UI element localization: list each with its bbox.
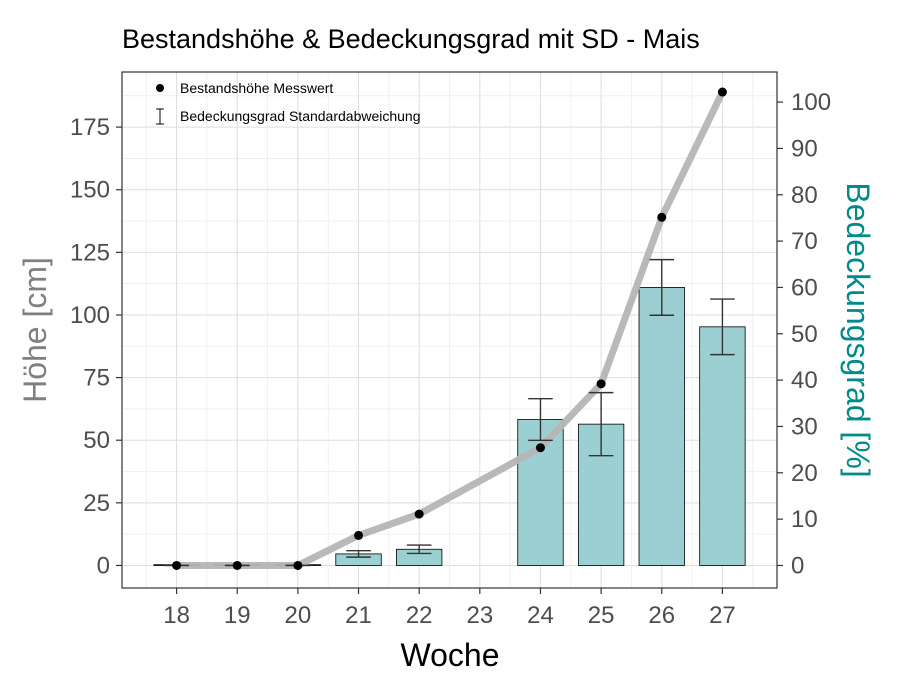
bar-coverage — [699, 326, 746, 566]
x-tick-label: 20 — [285, 602, 312, 629]
y-tick-label: 100 — [70, 302, 110, 329]
y-tick-label: 50 — [83, 427, 110, 454]
height-point — [354, 530, 364, 540]
x-tick-label: 25 — [588, 602, 615, 629]
bars — [153, 287, 746, 566]
errorbars — [164, 258, 735, 567]
y-tick-label: 150 — [70, 177, 110, 204]
legend-errorbar-icon — [156, 108, 164, 125]
x-tick-label: 19 — [224, 602, 251, 629]
y-tick-label: 25 — [83, 490, 110, 517]
y-axis-label: Höhe [cm] — [17, 257, 53, 403]
height-point — [172, 560, 182, 570]
y-tick-label: 75 — [83, 365, 110, 392]
x-axis-label: Woche — [400, 637, 499, 673]
ticks: 0 25 50 75 100 125 150 175 0 10 20 30 40 50 60 70 80 90 10… — [70, 89, 831, 629]
x-tick-label: 24 — [527, 602, 554, 629]
y2-tick-label: 100 — [791, 89, 831, 116]
height-point — [293, 560, 303, 570]
y2-tick-label: 0 — [791, 552, 804, 579]
height-point — [535, 443, 545, 453]
y2-tick-label: 60 — [791, 274, 818, 301]
x-tick-label: 18 — [163, 602, 190, 629]
x-tick-label: 21 — [345, 602, 372, 629]
legend-label-coverage: Bedeckungsgrad Standardabweichung — [180, 108, 421, 124]
y2-tick-label: 80 — [791, 182, 818, 209]
height-point — [657, 212, 667, 222]
legend-point-icon — [156, 84, 164, 92]
bar-coverage — [517, 419, 564, 566]
height-point — [414, 509, 424, 519]
points — [172, 87, 727, 570]
x-tick-label: 27 — [709, 602, 736, 629]
y2-tick-label: 10 — [791, 506, 818, 533]
x-tick-label: 23 — [466, 602, 493, 629]
legend: Bestandshöhe Messwert Bedeckungsgrad Sta… — [156, 80, 421, 125]
height-point — [232, 560, 242, 570]
y2-tick-label: 50 — [791, 321, 818, 348]
y2-tick-label: 30 — [791, 413, 818, 440]
y-tick-label: 175 — [70, 114, 110, 141]
x-tick-label: 26 — [648, 602, 675, 629]
x-tick-label: 22 — [406, 602, 433, 629]
y2-tick-label: 40 — [791, 367, 818, 394]
chart-title: Bestandshöhe & Bedeckungsgrad mit SD - M… — [122, 24, 700, 54]
height-point — [596, 379, 606, 389]
y2-tick-label: 20 — [791, 460, 818, 487]
y2-tick-label: 90 — [791, 135, 818, 162]
y2-tick-label: 70 — [791, 228, 818, 255]
legend-label-height: Bestandshöhe Messwert — [180, 80, 333, 96]
y-tick-label: 0 — [97, 552, 110, 579]
height-point — [717, 87, 727, 97]
y2-axis-label: Bedeckungsgrad [%] — [840, 182, 876, 477]
bar-coverage — [638, 287, 685, 566]
y-tick-label: 125 — [70, 239, 110, 266]
plot-border — [121, 71, 778, 589]
